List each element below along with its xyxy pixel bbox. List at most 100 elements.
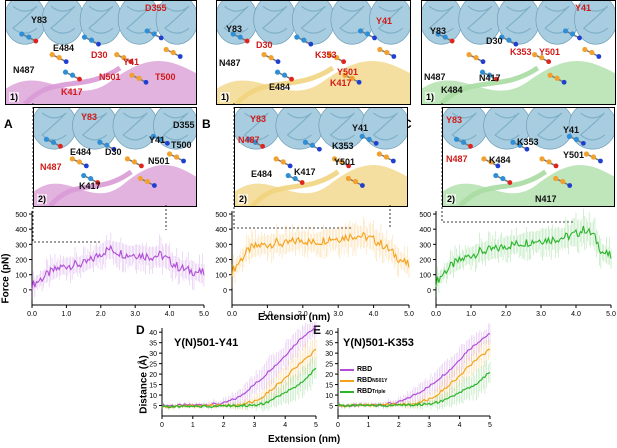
series-line	[161, 348, 317, 409]
residue-label: K484	[489, 155, 511, 165]
legend-item: RBD	[340, 364, 387, 375]
y-tick-label: 100	[419, 273, 431, 280]
residue-label: E484	[70, 147, 92, 157]
residue-atoms	[137, 175, 157, 188]
residue-label: D30	[105, 147, 122, 157]
y-tick-label: 35	[325, 341, 333, 348]
residue-atoms	[49, 52, 69, 65]
y-tick-label: 15	[325, 383, 333, 390]
residue-atoms	[342, 72, 362, 85]
y-tick-label: 25	[149, 362, 157, 369]
distance-chart-e: 0 1 2 3 4 5 5 10 15 20 25 30 35 40	[325, 323, 492, 429]
residue-atoms	[377, 46, 397, 59]
rbd-ribbon-shape	[422, 60, 615, 104]
inset-index: 1)	[220, 92, 231, 102]
y-tick-label: 300	[215, 242, 227, 249]
legend-label-superscript: Triple	[372, 388, 386, 395]
series-2	[161, 356, 317, 412]
residue-label: Y83	[430, 26, 447, 36]
force-chart-c: 0.0 1.0 2.0 3.0 4.0 5.0 0 100 200 300 400 500	[419, 208, 616, 318]
residue-label: T500	[155, 72, 176, 82]
legend-item: RBD Triple	[340, 386, 387, 397]
protein-structure-image	[34, 108, 196, 206]
residue-label: K353	[332, 141, 354, 151]
series-0	[337, 323, 491, 410]
residue-label: Y83	[250, 114, 267, 124]
residue-label: D30	[256, 40, 273, 50]
chart-title-d: Y(N)501-Y41	[174, 337, 239, 349]
residue-label: Y501	[563, 150, 585, 160]
legend-label: RBD	[357, 388, 373, 395]
residue-atoms	[583, 151, 603, 164]
x-tick-label: 0	[160, 422, 164, 429]
residue-label: N487	[219, 58, 241, 68]
residue-atoms	[562, 28, 582, 41]
helix-shape	[369, 1, 410, 45]
inset-index: 2)	[37, 194, 48, 204]
residue-label: Y41	[352, 123, 369, 133]
legend-swatch	[340, 379, 354, 382]
distance-ylabel-wrap: Distance (Å)	[138, 355, 150, 415]
residue-label: D355	[145, 3, 167, 13]
x-tick-label: 5.0	[606, 311, 616, 318]
residue-label: Y41	[123, 57, 140, 67]
y-tick-label: 30	[149, 351, 157, 358]
inset-index: 2)	[446, 194, 457, 204]
helix-shape	[153, 108, 196, 150]
rbd-ribbon-shape	[217, 60, 410, 104]
x-tick-label: 2	[397, 422, 401, 429]
residue-label: N487	[13, 65, 35, 75]
y-tick-label: 100	[15, 273, 27, 280]
y-tick-label: 200	[215, 258, 227, 265]
legend-swatch	[340, 390, 354, 393]
helix-shape	[253, 1, 297, 45]
protein-structure-image	[6, 1, 196, 104]
residue-label: K353	[510, 47, 532, 57]
residue-atoms	[582, 46, 602, 59]
force-chart-a: 0.0 1.0 2.0 3.0 4.0 5.0 0 100 200 300 400 500	[15, 211, 209, 318]
legend-label: RBD	[357, 366, 373, 373]
x-tick-label: 5	[488, 422, 492, 429]
inset-index: 1)	[425, 92, 436, 102]
residue-label: K417	[294, 167, 316, 177]
series-line	[161, 367, 317, 409]
y-tick-label: 30	[325, 351, 333, 358]
y-tick-label: 200	[15, 258, 27, 265]
residue-atoms	[294, 34, 314, 47]
residue-atoms	[261, 52, 281, 65]
x-tick-label: 0	[336, 422, 340, 429]
residue-label: E484	[269, 82, 291, 92]
y-tick-label: 500	[215, 212, 227, 219]
series-line	[435, 225, 612, 287]
residue-label: K417	[79, 181, 101, 191]
y-tick-label: 400	[215, 227, 227, 234]
x-tick-label: 1	[191, 422, 195, 429]
residue-label: K353	[517, 137, 539, 147]
force-ylabel: Force (pN)	[0, 253, 12, 304]
x-tick-label: 5.0	[404, 311, 414, 318]
y-tick-label: 0	[427, 288, 431, 295]
x-tick-label: 5.0	[199, 311, 209, 318]
x-tick-label: 4	[283, 422, 287, 429]
residue-label: K484	[441, 85, 463, 95]
x-tick-label: 3	[427, 422, 431, 429]
x-tick-label: 5	[314, 422, 318, 429]
residue-label: N487	[238, 135, 260, 145]
y-tick-label: 15	[149, 383, 157, 390]
residue-atoms	[124, 156, 144, 169]
legend-item: RBD N501Y	[340, 375, 387, 386]
residue-label: Y501	[539, 47, 561, 57]
residue-atoms	[532, 52, 552, 65]
residue-label: N501	[148, 156, 170, 166]
legend: RBD RBD N501Y RBD Triple	[340, 364, 387, 397]
residue-atoms	[230, 31, 250, 44]
residue-atoms	[466, 52, 486, 65]
residue-label: T500	[171, 140, 192, 150]
y-tick-label: 500	[15, 212, 27, 219]
protein-structure-image	[443, 108, 614, 206]
residue-label: E484	[53, 43, 75, 53]
y-tick-label: 10	[325, 393, 333, 400]
series-1	[337, 338, 491, 409]
protein-structure-image	[217, 1, 410, 104]
residue-label: Y41	[149, 135, 166, 145]
